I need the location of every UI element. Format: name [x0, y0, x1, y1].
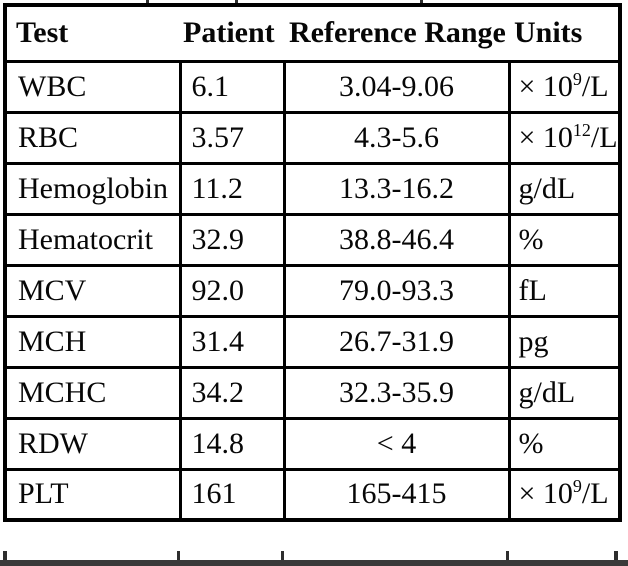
cell-reference-range: 165-415 — [282, 467, 511, 522]
cell-reference-range: < 4 — [282, 416, 511, 471]
cell-test: RDW — [3, 416, 182, 471]
cell-test: WBC — [3, 59, 182, 114]
cell-patient: 6.1 — [178, 59, 286, 114]
cell-test: Hematocrit — [3, 212, 182, 267]
crop-artifact-top-stub — [146, 0, 149, 4]
cell-patient: 11.2 — [178, 161, 286, 216]
units-superscript: 9 — [572, 476, 582, 497]
lab-results-table: Test Patient Reference Range Units WBC 6… — [3, 3, 622, 522]
units-prefix: g/dL — [518, 375, 576, 409]
units-superscript: 9 — [572, 68, 582, 89]
table-row: RDW 14.8 < 4 % — [3, 416, 622, 471]
cell-test: MCV — [3, 263, 182, 318]
crop-artifact-bottom-edge-line — [0, 560, 628, 566]
cell-test: PLT — [3, 467, 182, 522]
crop-artifact-bottom-stub — [614, 551, 618, 561]
cell-test: MCH — [3, 314, 182, 369]
header-row: Test Patient Reference Range Units — [5, 3, 620, 63]
units-prefix: × 10 — [518, 69, 573, 103]
units-prefix: % — [518, 222, 544, 256]
cell-patient: 92.0 — [178, 263, 286, 318]
cell-reference-range: 3.04-9.06 — [282, 59, 511, 114]
cell-patient: 31.4 — [178, 314, 286, 369]
cell-units: g/dL — [507, 161, 622, 216]
cell-units: × 109/L — [507, 59, 622, 114]
crop-artifact-top-stub — [235, 0, 238, 4]
cell-reference-range: 38.8-46.4 — [282, 212, 511, 267]
cell-units: × 1012/L — [507, 110, 622, 165]
cell-units: × 109/L — [507, 467, 622, 522]
column-header-test: Test — [5, 3, 180, 63]
cell-units: % — [507, 212, 622, 267]
cell-test: RBC — [3, 110, 182, 165]
cell-test: Hemoglobin — [3, 161, 182, 216]
table-row: RBC 3.57 4.3-5.6 × 1012/L — [3, 110, 622, 165]
cell-patient: 3.57 — [178, 110, 286, 165]
table-row: Hemoglobin 11.2 13.3-16.2 g/dL — [3, 161, 622, 216]
units-prefix: fL — [518, 273, 547, 307]
column-header-units: Units — [509, 3, 620, 63]
cell-patient: 161 — [178, 467, 286, 522]
cell-test: MCHC — [3, 365, 182, 420]
units-prefix: pg — [518, 324, 549, 358]
units-suffix: /L — [590, 120, 618, 154]
cell-patient: 34.2 — [178, 365, 286, 420]
table-row: MCHC 34.2 32.3-35.9 g/dL — [3, 365, 622, 420]
cell-reference-range: 4.3-5.6 — [282, 110, 511, 165]
table-row: Hematocrit 32.9 38.8-46.4 % — [3, 212, 622, 267]
table-row: WBC 6.1 3.04-9.06 × 109/L — [3, 59, 622, 114]
cell-patient: 32.9 — [178, 212, 286, 267]
cell-units: fL — [507, 263, 622, 318]
crop-artifact-bottom-stub — [3, 551, 7, 561]
cell-reference-range: 32.3-35.9 — [282, 365, 511, 420]
cell-units: g/dL — [507, 365, 622, 420]
crop-artifact-top-stub — [420, 0, 423, 4]
units-suffix: /L — [581, 477, 609, 511]
table-row: PLT 161 165-415 × 109/L — [3, 467, 622, 522]
crop-artifact-bottom-stub — [281, 551, 284, 561]
table-row: MCV 92.0 79.0-93.3 fL — [3, 263, 622, 318]
crop-artifact-bottom-stub — [177, 551, 180, 561]
cell-reference-range: 79.0-93.3 — [282, 263, 511, 318]
cell-reference-range: 26.7-31.9 — [282, 314, 511, 369]
units-suffix: /L — [581, 69, 609, 103]
units-prefix: g/dL — [518, 171, 576, 205]
cell-units: pg — [507, 314, 622, 369]
crop-artifact-bottom-stub — [506, 551, 509, 561]
units-superscript: 12 — [572, 119, 591, 140]
cell-patient: 14.8 — [178, 416, 286, 471]
cell-units: % — [507, 416, 622, 471]
units-prefix: × 10 — [518, 477, 573, 511]
units-prefix: × 10 — [518, 120, 573, 154]
column-header-patient: Patient — [180, 3, 284, 63]
units-prefix: % — [518, 426, 544, 460]
table-row: MCH 31.4 26.7-31.9 pg — [3, 314, 622, 369]
cell-reference-range: 13.3-16.2 — [282, 161, 511, 216]
column-header-reference-range: Reference Range — [284, 3, 509, 63]
